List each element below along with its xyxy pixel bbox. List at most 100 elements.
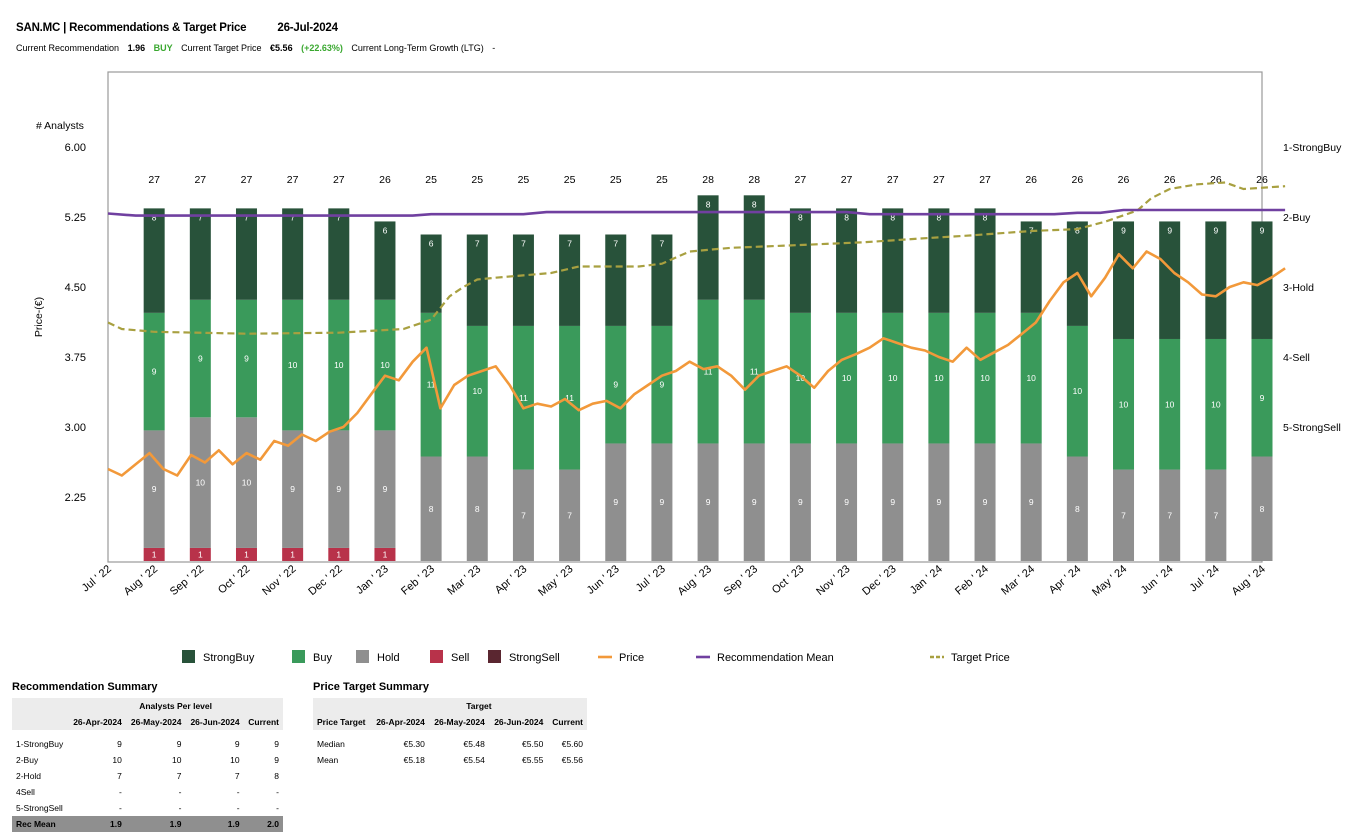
- bar-value-label: 9: [983, 497, 988, 507]
- bar-value-label: 8: [937, 212, 942, 222]
- x-tick-label: Oct ' 23: [770, 563, 806, 596]
- bar-buy: [1020, 312, 1042, 444]
- rec-cell: -: [119, 787, 122, 797]
- bar-hold: [974, 443, 996, 561]
- analyst-total-label: 25: [518, 174, 530, 186]
- bar-value-label: 6: [383, 225, 388, 235]
- bar-strongbuy: [789, 208, 811, 313]
- bar-value-label: 9: [613, 380, 618, 390]
- bar-strongbuy: [928, 208, 950, 313]
- x-tick-label: Jun ' 24: [1139, 563, 1176, 597]
- rec-cell: 7: [234, 771, 240, 781]
- analyst-total-label: 26: [1210, 174, 1222, 186]
- analyst-total-label: 26: [1256, 174, 1268, 186]
- x-tick-label: Dec ' 23: [860, 563, 898, 598]
- rec-col-header: 26-Jun-2024: [185, 714, 244, 730]
- bar-sell: [282, 547, 304, 561]
- bar-value-label: 10: [1119, 399, 1129, 409]
- current-rec-text: BUY: [153, 43, 173, 53]
- bar-buy: [928, 312, 950, 444]
- analysts-axis-label: # Analysts: [36, 120, 84, 132]
- rec-row-label: 2-Hold: [16, 771, 42, 781]
- bar-value-label: 9: [1029, 497, 1034, 507]
- legend-label: StrongSell: [509, 652, 560, 664]
- bar-hold: [1251, 456, 1273, 561]
- analyst-total-label: 27: [795, 174, 807, 186]
- rec-row: 4Sell - - - -: [12, 784, 283, 800]
- rec-summary-table: Analysts Per level 26-Apr-2024 26-May-20…: [12, 698, 283, 832]
- x-tick-label: Mar ' 23: [445, 563, 483, 598]
- rec-mean-cell: 1.9: [68, 816, 126, 832]
- bar-buy: [235, 299, 257, 418]
- rec-row-label: 5-StrongSell: [16, 803, 63, 813]
- analyst-total-label: 26: [379, 174, 391, 186]
- bar-value-label: 9: [198, 354, 203, 364]
- analyst-total-label: 27: [933, 174, 945, 186]
- x-tick-label: Jul ' 24: [1188, 563, 1222, 594]
- bar-value-label: 7: [660, 239, 665, 249]
- price-cell: €5.50: [522, 739, 544, 749]
- bar-value-label: 9: [752, 497, 757, 507]
- bar-value-label: 11: [565, 393, 574, 403]
- bar-value-label: 8: [752, 199, 757, 209]
- bar-value-label: 7: [475, 239, 480, 249]
- rec-cell: 9: [274, 755, 279, 765]
- bar-value-label: 9: [660, 497, 665, 507]
- bar-value-label: 9: [890, 497, 895, 507]
- bar-value-label: 9: [798, 497, 803, 507]
- price-col-header: 26-Apr-2024: [370, 714, 429, 730]
- x-tick-label: Apr ' 24: [1047, 563, 1084, 596]
- bar-hold: [282, 430, 304, 548]
- bar-value-label: 10: [1073, 386, 1083, 396]
- bar-value-label: 10: [473, 386, 483, 396]
- current-target-label: Current Target Price: [181, 43, 262, 53]
- bar-value-label: 11: [427, 380, 436, 390]
- legend-label: StrongBuy: [203, 652, 255, 664]
- bar-hold: [189, 417, 211, 548]
- bar-value-label: 10: [1165, 399, 1175, 409]
- header-summary: Current Recommendation 1.96 BUY Current …: [16, 43, 501, 53]
- bar-value-label: 9: [1121, 225, 1126, 235]
- bar-buy: [789, 312, 811, 444]
- rec-cell: 9: [117, 739, 122, 749]
- bar-sell: [189, 547, 211, 561]
- analyst-total-label: 27: [287, 174, 299, 186]
- bar-value-label: 10: [242, 478, 252, 488]
- rec-mean-row: Rec Mean 1.9 1.9 1.9 2.0: [12, 816, 283, 832]
- bar-hold: [143, 430, 165, 548]
- y-tick-label: 2.25: [65, 492, 86, 504]
- x-tick-label: Oct ' 22: [216, 563, 252, 596]
- x-tick-label: May ' 24: [1090, 563, 1129, 599]
- bar-strongbuy: [328, 208, 350, 300]
- analyst-total-label: 25: [656, 174, 668, 186]
- x-tick-label: Jun ' 23: [585, 563, 622, 597]
- bar-value-label: 7: [290, 212, 295, 222]
- bar-sell: [143, 547, 165, 561]
- bar-value-label: 6: [429, 239, 434, 249]
- bar-buy: [651, 325, 673, 444]
- x-tick-label: Sep ' 22: [168, 563, 206, 598]
- bar-value-label: 9: [336, 484, 341, 494]
- bar-value-label: 8: [475, 504, 480, 514]
- price-cell: €5.48: [463, 739, 485, 749]
- bar-strongbuy: [1205, 221, 1227, 339]
- x-tick-label: Jul ' 22: [80, 563, 114, 594]
- legend-swatch: [488, 650, 501, 663]
- x-tick-label: May ' 23: [536, 563, 575, 599]
- analyst-total-label: 27: [841, 174, 853, 186]
- bar-value-label: 9: [152, 367, 157, 377]
- price-row: Median €5.30 €5.48 €5.50 €5.60: [313, 736, 587, 752]
- bar-value-label: 10: [888, 373, 898, 383]
- analyst-total-label: 26: [1072, 174, 1084, 186]
- bar-strongbuy: [1020, 221, 1042, 313]
- bar-hold: [559, 469, 581, 561]
- x-tick-label: Jan ' 23: [354, 563, 391, 597]
- bar-hold: [1159, 469, 1181, 561]
- rec-cell: -: [178, 787, 182, 797]
- chart-title: SAN.MC | Recommendations & Target Price: [16, 22, 247, 34]
- rec-cell: -: [276, 803, 279, 813]
- bar-value-label: 11: [704, 367, 713, 377]
- rec-cell: 10: [112, 755, 122, 765]
- bar-value-label: 1: [198, 549, 203, 559]
- bar-sell: [328, 547, 350, 561]
